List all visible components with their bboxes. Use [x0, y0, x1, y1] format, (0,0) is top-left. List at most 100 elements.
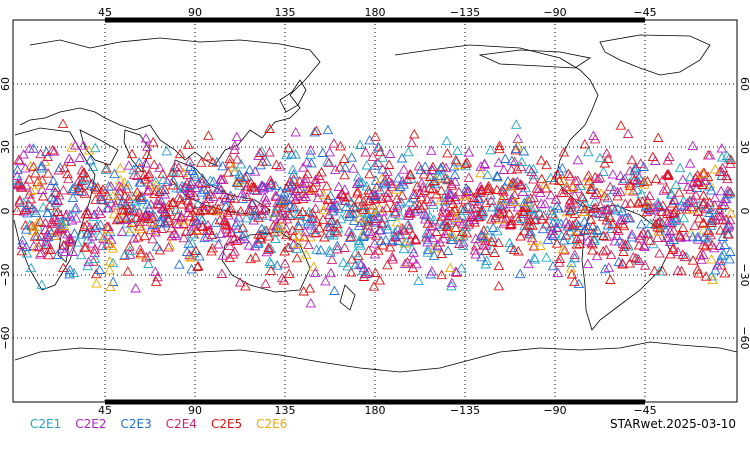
observation-marker [194, 250, 205, 261]
observation-marker [527, 220, 538, 230]
observation-marker [14, 194, 26, 205]
legend-item-c2e4: C2E4 [165, 417, 197, 431]
observation-marker [677, 222, 689, 232]
observation-marker [506, 164, 517, 174]
observation-marker [463, 147, 475, 157]
observation-marker [463, 185, 474, 196]
observation-marker [20, 224, 32, 234]
observation-marker [336, 188, 347, 198]
observation-marker [453, 159, 464, 170]
observation-marker [381, 202, 393, 213]
observation-marker [281, 182, 292, 193]
observation-marker [595, 188, 607, 198]
observation-marker [412, 180, 423, 191]
observation-marker [248, 209, 259, 220]
observation-marker [292, 183, 304, 194]
observation-marker [604, 181, 616, 192]
observation-marker [234, 180, 245, 190]
observation-marker [383, 159, 395, 169]
observation-marker [569, 276, 580, 286]
observation-marker [599, 204, 610, 215]
observation-marker [472, 211, 484, 222]
observation-marker [34, 216, 46, 226]
observation-marker [244, 206, 256, 216]
observation-marker [712, 210, 724, 221]
observation-marker [429, 175, 440, 186]
top-lon-label: −90 [543, 6, 566, 19]
observation-marker [722, 189, 733, 199]
observation-marker [407, 229, 418, 239]
observation-marker [719, 267, 731, 278]
observation-marker [428, 250, 440, 260]
observation-marker [120, 214, 132, 224]
observation-marker [602, 219, 614, 230]
observation-marker [573, 278, 585, 289]
observation-marker [40, 224, 51, 234]
observation-marker [87, 161, 99, 172]
observation-marker [594, 152, 606, 163]
observation-marker [552, 218, 564, 229]
observation-marker [143, 258, 154, 269]
observation-marker [211, 232, 222, 242]
observation-marker [102, 223, 114, 234]
observation-marker [223, 210, 234, 220]
observation-marker [444, 187, 455, 198]
observation-marker [706, 213, 718, 223]
observation-marker [113, 190, 124, 201]
observation-marker [566, 268, 578, 279]
observation-marker [491, 184, 503, 194]
observation-marker [523, 258, 534, 269]
observation-marker [243, 240, 255, 250]
observation-marker [413, 275, 424, 286]
observation-marker [436, 248, 447, 258]
observation-marker [342, 260, 353, 271]
observation-marker [308, 261, 319, 271]
observation-marker [345, 267, 357, 277]
observation-marker [202, 189, 213, 200]
observation-marker [136, 223, 148, 234]
observation-marker [374, 184, 386, 195]
observation-marker [692, 169, 703, 180]
observation-marker [363, 195, 375, 206]
observation-marker [576, 191, 588, 202]
observation-marker [684, 171, 696, 182]
observation-marker [250, 204, 262, 214]
observation-marker [62, 228, 73, 239]
observation-marker [437, 206, 448, 216]
observation-marker [274, 220, 286, 231]
observation-marker [368, 281, 380, 291]
observation-marker [48, 230, 60, 240]
observation-marker [515, 231, 526, 241]
observation-marker [23, 174, 35, 184]
observation-marker [535, 187, 546, 197]
observation-marker [557, 243, 569, 254]
observation-marker [322, 156, 333, 166]
observation-marker [46, 216, 57, 227]
observation-marker [194, 205, 206, 216]
observation-marker [39, 156, 51, 167]
observation-marker [672, 265, 684, 275]
observation-marker [122, 179, 134, 190]
observation-marker [114, 180, 125, 191]
observation-marker [724, 253, 735, 264]
observation-marker [234, 277, 246, 287]
observation-marker [601, 214, 613, 225]
observation-marker [382, 259, 393, 270]
observation-marker [237, 193, 248, 203]
observation-marker [261, 210, 272, 220]
observation-marker [426, 265, 438, 276]
observation-marker [130, 282, 141, 293]
observation-marker [23, 199, 35, 209]
observation-marker [560, 229, 572, 240]
observation-marker [438, 233, 449, 243]
observation-marker [652, 132, 664, 142]
observation-marker [446, 227, 457, 238]
observation-marker [408, 192, 419, 203]
observation-marker [318, 189, 329, 200]
observation-marker [190, 182, 201, 193]
observation-marker [703, 225, 714, 235]
observation-marker [305, 149, 316, 159]
observation-marker [380, 191, 392, 201]
observation-marker [723, 228, 734, 239]
observation-marker [405, 169, 416, 180]
